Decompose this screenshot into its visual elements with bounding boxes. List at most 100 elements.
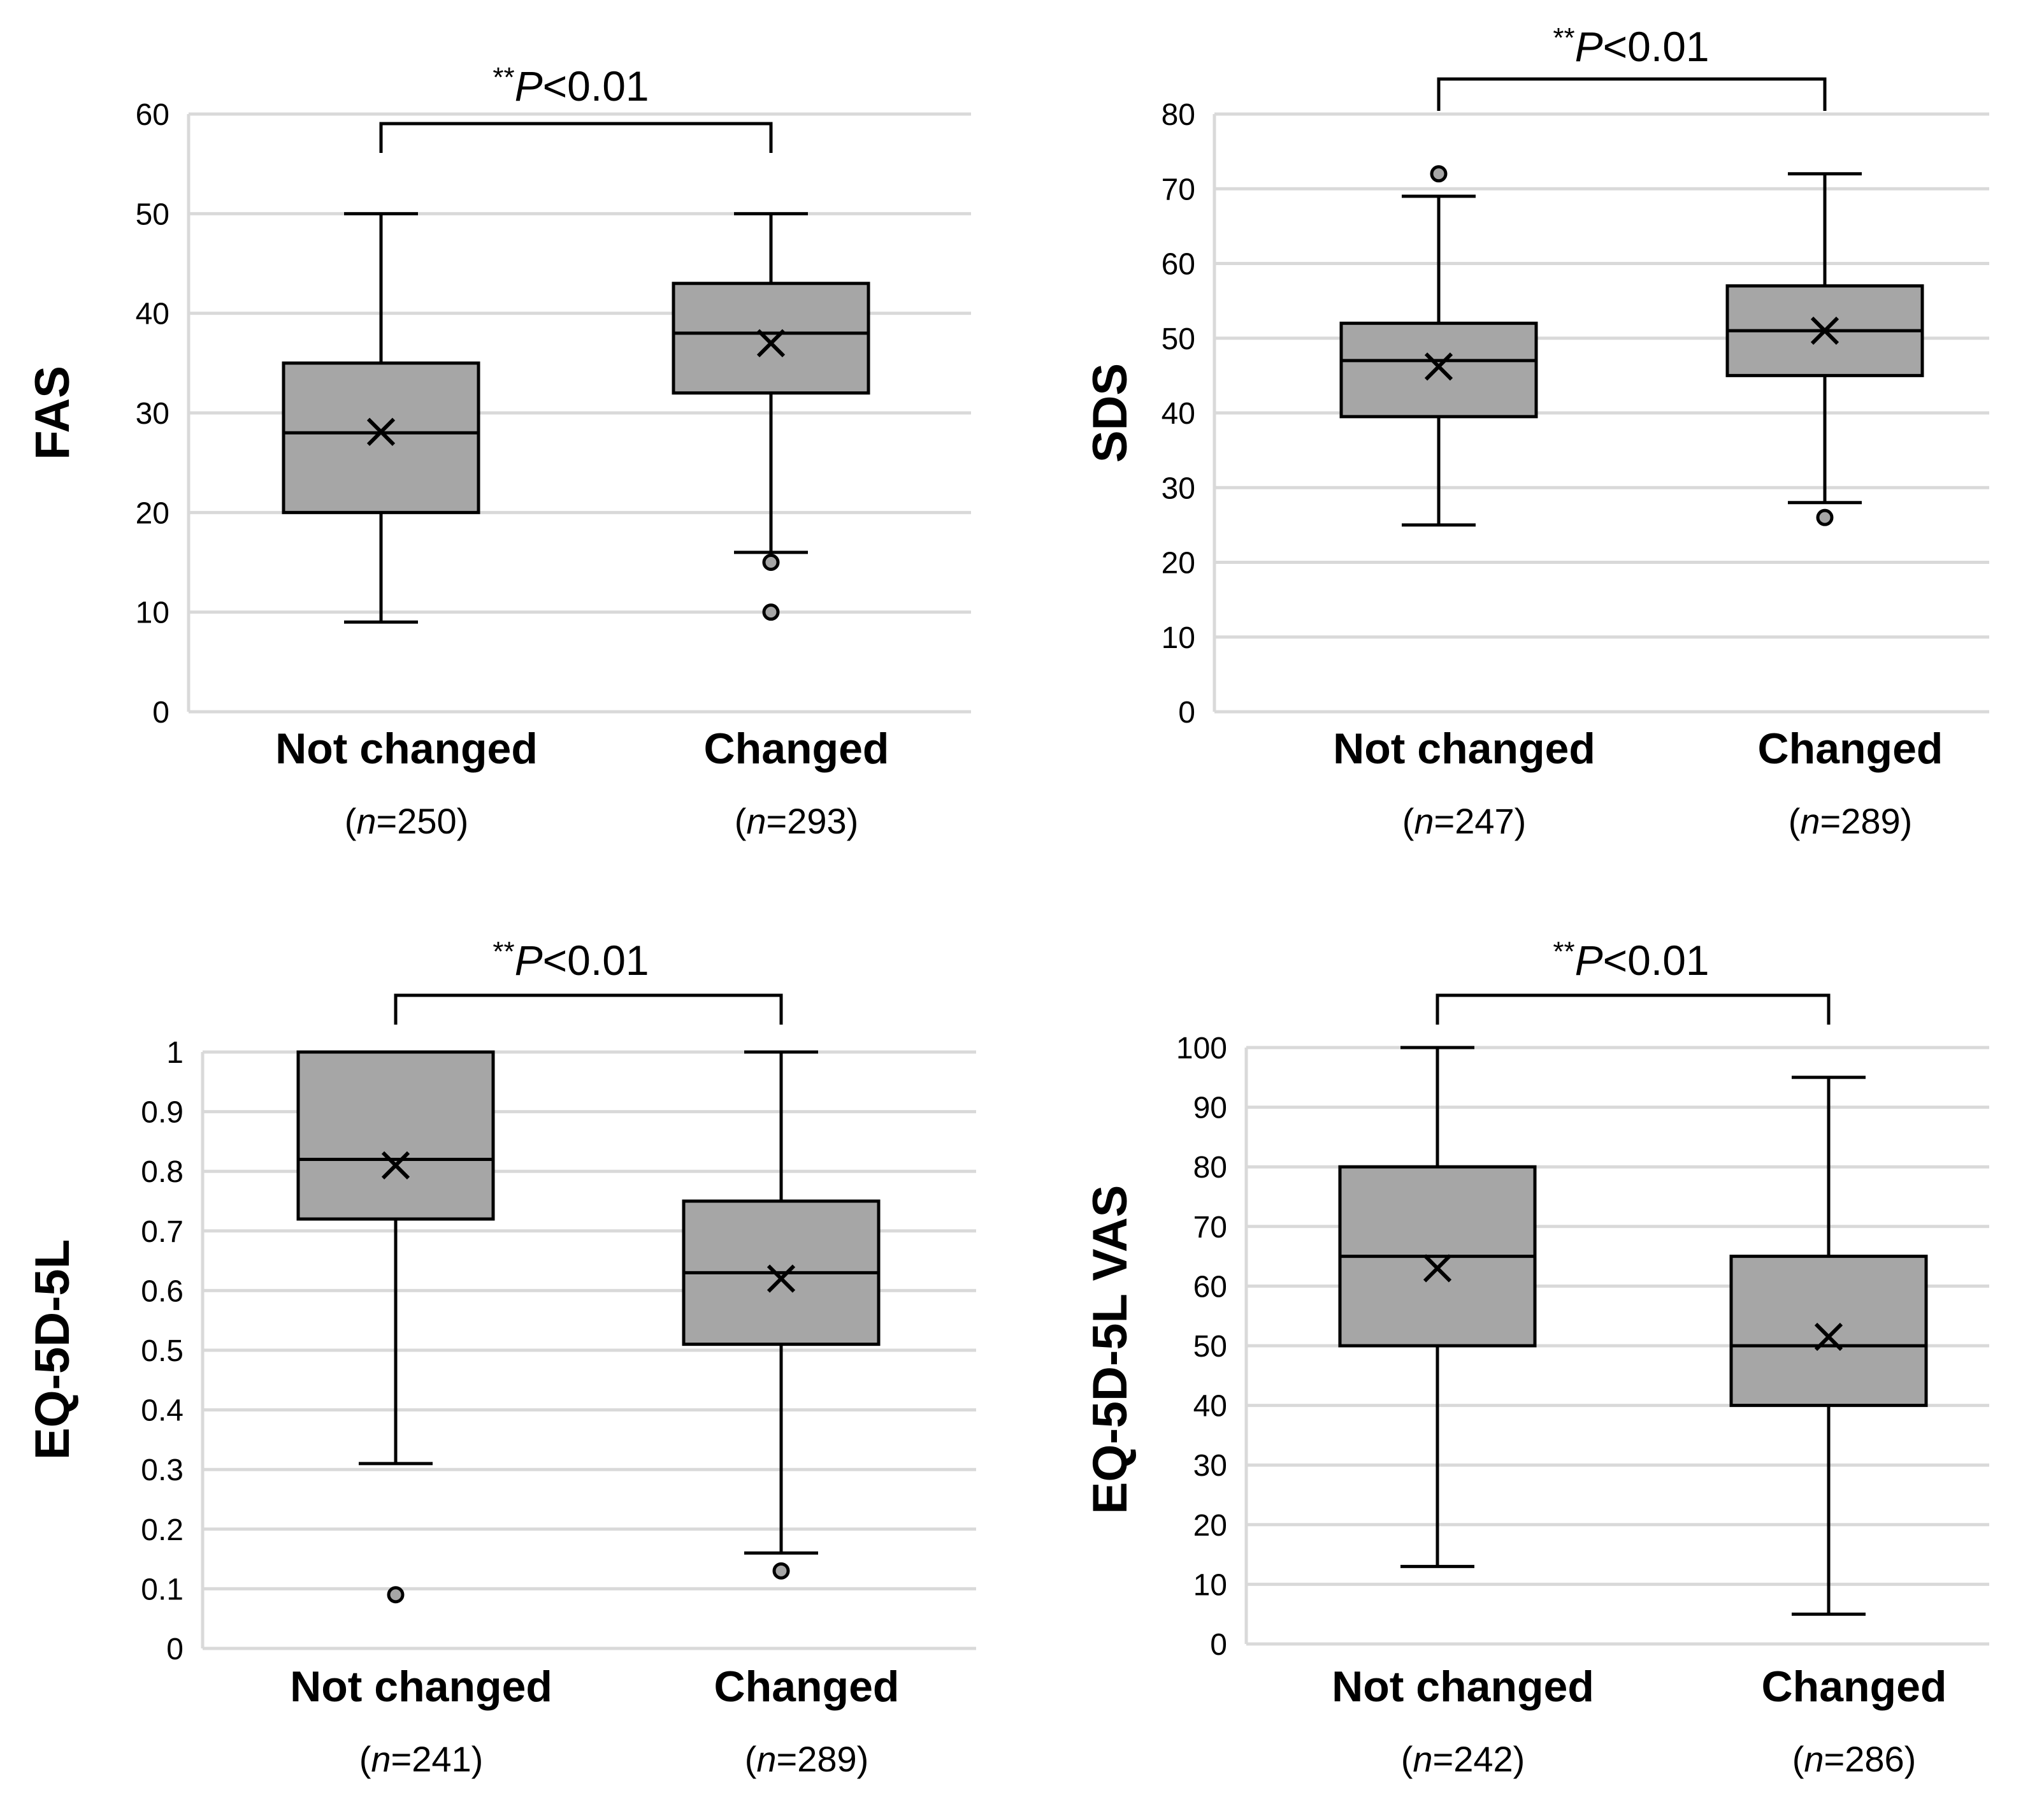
y-tick-label: 50: [136, 198, 169, 231]
significance-p-symbol: P: [1575, 23, 1603, 70]
n-symbol: n: [756, 1739, 776, 1779]
significance-p-symbol: P: [515, 937, 543, 984]
significance-bracket: [379, 122, 773, 153]
paren-close: ): [1901, 801, 1913, 841]
y-tick-label: 50: [1162, 322, 1195, 356]
significance-label: **P<0.01: [493, 62, 649, 110]
paren-open: (: [1788, 801, 1801, 841]
significance-p-symbol: P: [1575, 937, 1603, 984]
y-tick-label: 0.4: [141, 1394, 184, 1428]
y-tick-label: 0: [166, 1633, 184, 1666]
box-group-not-changed: Not changed (n=247): [1333, 165, 1595, 841]
paren-close: ): [471, 1739, 484, 1779]
y-tick-label: 60: [1162, 248, 1195, 282]
significance-p-value: <0.01: [1603, 937, 1709, 984]
n-value: =289: [777, 1739, 857, 1779]
n-value: =286: [1824, 1739, 1904, 1779]
mean-marker: [366, 417, 396, 446]
paren-open: (: [1792, 1739, 1804, 1779]
significance-p-value: <0.01: [1603, 23, 1709, 70]
y-tick-label: 100: [1176, 1032, 1227, 1065]
significance-label: **P<0.01: [1553, 936, 1709, 984]
mean-marker: [1423, 1254, 1452, 1283]
paren-open: (: [745, 1739, 757, 1779]
category-label: Not changed: [290, 1662, 552, 1711]
outlier-point: [1430, 165, 1448, 183]
mean-marker: [1810, 316, 1839, 345]
paren-close: ): [847, 801, 859, 841]
n-symbol: n: [371, 1739, 391, 1779]
y-tick-label: 0: [1210, 1628, 1227, 1662]
category-label: Not changed: [275, 724, 538, 773]
outlier-point: [762, 603, 780, 621]
y-tick-label: 20: [1193, 1509, 1227, 1543]
mean-marker: [1424, 352, 1453, 381]
box-group-not-changed: Not changed (n=242): [1332, 1046, 1594, 1779]
box-group-not-changed: Not changed (n=250): [275, 212, 538, 841]
y-tick-label: 40: [1193, 1390, 1227, 1424]
paren-close: ): [457, 801, 469, 841]
y-tick-label: 1: [166, 1036, 184, 1070]
iqr-box: [672, 282, 870, 395]
y-tick-label: 0.2: [141, 1513, 184, 1547]
y-tick-label: 0: [152, 696, 169, 730]
significance-bracket: [1437, 77, 1827, 111]
n-value: =250: [377, 801, 457, 841]
sample-size-label: (n=286): [1792, 1739, 1917, 1779]
y-tick-label: 40: [136, 298, 169, 331]
chart-panel-4: 0 10 20 30 40 50 60 70 80 90 100 EQ-5D-5L VAS **P<0.…: [1083, 936, 1989, 1779]
mean-marker: [766, 1264, 796, 1293]
significance-p-symbol: P: [515, 62, 543, 110]
y-tick-label: 40: [1162, 397, 1195, 431]
significance-p-value: <0.01: [543, 62, 649, 110]
y-tick-label: 0.6: [141, 1274, 184, 1308]
y-tick-label: 20: [136, 496, 169, 530]
outlier-point: [772, 1562, 790, 1580]
sample-size-label: (n=242): [1401, 1739, 1525, 1779]
y-tick-label: 60: [136, 98, 169, 132]
y-tick-label: 70: [1162, 173, 1195, 206]
chart-panel-2: 0 10 20 30 40 50 60 70 80 SDS **P<0.01 Not changed (…: [1083, 22, 1989, 841]
significance-label: **P<0.01: [1553, 22, 1709, 70]
box-group-changed: Changed (n=293): [672, 212, 889, 841]
significance-bracket: [394, 993, 783, 1025]
iqr-box: [282, 361, 480, 514]
n-value: =242: [1433, 1739, 1513, 1779]
category-label: Changed: [714, 1662, 900, 1711]
box-group-not-changed: Not changed (n=241): [290, 1050, 552, 1779]
chart-panel-3: 0 0.1 0.2 0.3 0.4 0.5 0.6 0.7 0.8 0.9 1 EQ-5D-5L **P…: [25, 936, 976, 1779]
sample-size-label: (n=241): [359, 1739, 484, 1779]
y-tick-label: 60: [1193, 1270, 1227, 1304]
outlier-point: [1816, 508, 1834, 526]
iqr-box: [296, 1050, 495, 1221]
y-tick-label: 0.8: [141, 1155, 184, 1189]
y-tick-label: 0.5: [141, 1334, 184, 1368]
mean-marker: [381, 1151, 410, 1179]
y-tick-label: 30: [1162, 472, 1195, 505]
y-tick-label: 0.9: [141, 1096, 184, 1130]
n-symbol: n: [1414, 801, 1434, 841]
n-symbol: n: [356, 801, 376, 841]
n-symbol: n: [746, 801, 766, 841]
paren-open: (: [1402, 801, 1414, 841]
paren-close: ): [1904, 1739, 1917, 1779]
sample-size-label: (n=289): [745, 1739, 869, 1779]
box-group-changed: Changed (n=289): [1725, 172, 1943, 841]
iqr-box: [1339, 321, 1538, 419]
category-label: Changed: [1758, 724, 1943, 773]
y-tick-label: 0.3: [141, 1453, 184, 1487]
n-value: =241: [391, 1739, 471, 1779]
y-axis-label: FAS: [25, 366, 80, 460]
y-tick-label: 0.7: [141, 1215, 184, 1249]
category-label: Changed: [704, 724, 889, 773]
significance-stars: **: [493, 936, 514, 967]
paren-open: (: [735, 801, 747, 841]
n-symbol: n: [1804, 1739, 1824, 1779]
mean-marker: [1814, 1322, 1843, 1352]
n-value: =289: [1820, 801, 1901, 841]
n-value: =293: [766, 801, 847, 841]
n-symbol: n: [1800, 801, 1820, 841]
y-axis-label: EQ-5D-5L VAS: [1083, 1185, 1137, 1515]
paren-open: (: [345, 801, 357, 841]
